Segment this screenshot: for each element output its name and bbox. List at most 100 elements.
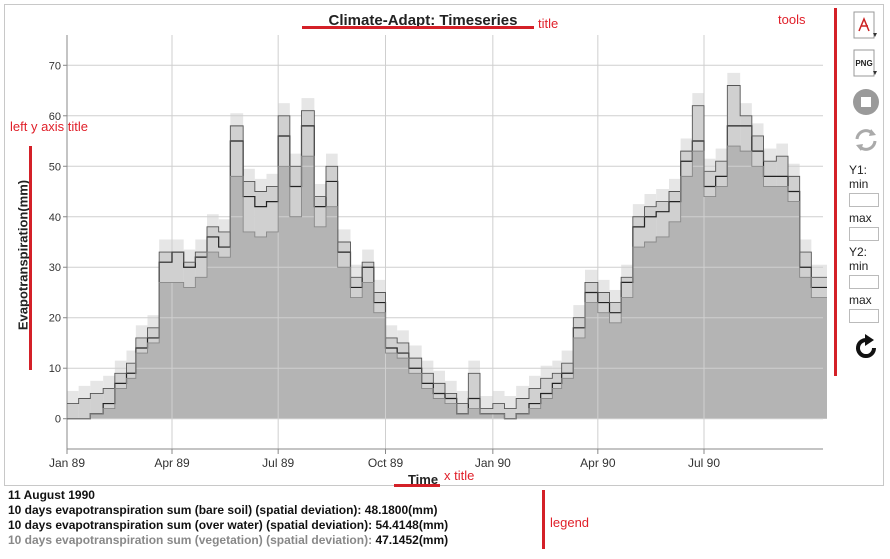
deviation-band [421,373,434,389]
deviation-band [195,252,207,278]
y1-max-input[interactable] [849,227,879,241]
deviation-band [337,242,351,268]
y-tick-label: 20 [49,313,61,325]
deviation-band [504,408,517,419]
series-line [67,145,827,420]
deviation-band [468,373,480,409]
deviation-band [704,171,716,197]
deviation-band [114,373,127,389]
y1-min-label: min [849,177,869,191]
x-tick-label: Jan 90 [475,456,511,470]
y-tick-label: 30 [49,262,61,274]
deviation-band [492,390,505,414]
deviation-band [243,181,255,232]
deviation-band [103,388,115,409]
annotation-tools: tools [778,12,806,27]
svg-text:PNG: PNG [855,59,872,68]
chart-frame: Jan 89 Apr 89 Jul 89 Oct 89 Jan 90 Apr 90 Jul … [4,4,887,487]
y-tick-label: 0 [55,414,61,426]
deviation-band [385,337,398,354]
deviation-band [561,363,574,379]
y2-label: Y2: [849,245,868,259]
deviation-band [67,403,79,419]
deviation-band [433,383,445,399]
legend-item-value: 54.4148(mm) [375,518,449,532]
y2-max-label: max [849,293,872,307]
legend-item: 10 days evapotranspiration sum (bare soi… [8,503,448,518]
deviation-band [788,176,800,202]
legend-item-label: 10 days evapotranspiration sum (vegetati… [8,533,373,547]
y1-label: Y1: [849,163,868,177]
deviation-band [289,166,302,217]
x-tick-label: Apr 89 [154,456,190,470]
deviation-band [715,161,728,187]
y-tick-label: 40 [49,212,61,224]
deviation-band [669,191,681,222]
deviation-band [266,186,279,232]
deviation-band [314,196,326,227]
deviation-band [183,262,196,288]
y1-min-input[interactable] [849,193,879,207]
y2-max-input[interactable] [849,309,879,323]
title-underline [302,26,534,29]
stop-icon[interactable] [851,87,881,117]
x-tick-label: Apr 90 [580,456,616,470]
deviation-band [126,363,136,379]
deviation-band [278,115,290,167]
deviation-band [516,398,529,414]
chart-title: Climate-Adapt: Timeseries [328,12,518,29]
pdf-download-icon[interactable] [851,11,881,41]
x-tick-label: Oct 89 [368,456,404,470]
deviation-band [632,216,645,248]
legend-item: 10 days evapotranspiration sum (over wat… [8,518,448,533]
deviation-band [799,252,812,278]
deviation-band [656,201,669,237]
png-download-icon[interactable]: PNG [851,49,881,79]
x-tick-label: Jul 89 [262,456,294,470]
legend-bracket [542,490,545,549]
annotation-title: title [538,16,559,31]
y-tick-label: 60 [49,111,61,123]
deviation-band [456,390,469,414]
deviation-band [408,358,422,374]
deviation-band [504,395,517,419]
legend-item-value: 47.1452(mm) [375,533,449,547]
deviation-band [326,166,338,207]
tools-panel: PNG Y1: min max Y2: min max [847,11,887,371]
annotation-x-title: x title [444,468,475,483]
deviation-band [540,378,553,399]
deviation-band [776,156,788,187]
deviation-band [552,373,562,389]
deviation-band [254,191,267,237]
x-title-underline [394,484,440,487]
annotation-legend: legend [550,515,590,530]
legend-item-label: 10 days evapotranspiration sum (over wat… [8,518,373,532]
deviation-band [90,393,104,414]
deviation-band [480,408,493,414]
deviation-band [445,380,457,404]
deviation-band [763,161,777,187]
deviation-band [692,105,704,152]
deviation-band [78,398,91,419]
y1-max-label: max [849,211,872,225]
y-tick-label: 70 [49,60,61,72]
area-fill [67,146,827,419]
deviation-band [135,337,148,354]
legend: 11 August 1990 10 days evapotranspiratio… [8,488,448,548]
legend-item-value: 48.1800(mm) [364,503,438,517]
series-line [67,85,827,410]
refresh-icon[interactable] [851,333,881,363]
reload-icon[interactable] [851,125,881,155]
deviation-band [301,110,315,157]
deviation-band [230,125,244,177]
deviation-band [644,206,657,242]
deviation-band [397,342,409,359]
y2-min-input[interactable] [849,275,879,289]
deviation-band [456,403,469,414]
legend-date: 11 August 1990 [8,488,95,502]
deviation-band [218,231,231,258]
deviation-band [362,262,374,283]
deviation-band [147,327,160,343]
y2-min-label: min [849,259,869,273]
deviation-band [529,388,541,409]
